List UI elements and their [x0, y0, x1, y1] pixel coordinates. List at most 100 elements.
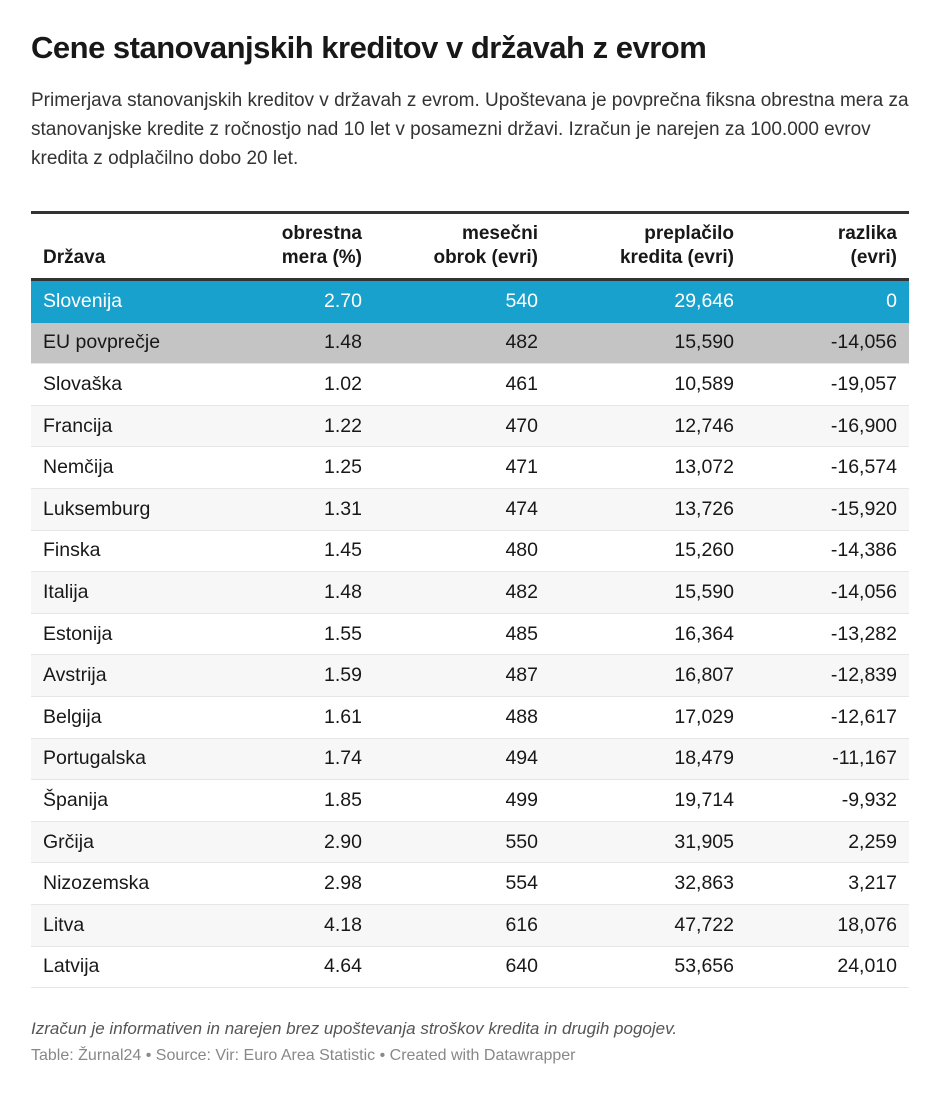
cell-difference: -11,167 — [832, 747, 897, 770]
cell-overpay: 18,479 — [674, 747, 734, 770]
table-row: Nizozemska 2.98 554 32,863 3,217 — [31, 863, 909, 905]
cell-overpay: 15,260 — [674, 539, 734, 562]
header-difference[interactable]: razlika (evri) — [837, 223, 897, 268]
cell-country: Luksemburg — [43, 497, 151, 520]
cell-country: Italija — [43, 580, 89, 603]
cell-rate: 2.98 — [324, 872, 362, 895]
cell-rate: 1.22 — [324, 414, 362, 437]
cell-difference: 3,217 — [848, 872, 897, 895]
cell-difference: 18,076 — [837, 913, 897, 936]
cell-overpay: 13,072 — [674, 456, 734, 479]
cell-difference: -14,056 — [830, 580, 897, 603]
cell-country: Francija — [43, 414, 113, 437]
cell-overpay: 31,905 — [674, 830, 734, 853]
table-row: Litva 4.18 616 47,722 18,076 — [31, 904, 909, 947]
cell-difference: 24,010 — [837, 955, 897, 978]
cell-rate: 1.59 — [324, 664, 362, 687]
cell-country: Nemčija — [43, 456, 114, 479]
header-overpay[interactable]: preplačilo kredita (evri) — [619, 223, 734, 268]
cell-monthly: 554 — [505, 872, 538, 895]
table-row: Avstrija 1.59 487 16,807 -12,839 — [31, 655, 909, 697]
cell-country: Belgija — [43, 705, 102, 728]
cell-difference: 0 — [886, 290, 897, 313]
cell-monthly: 480 — [505, 539, 538, 562]
cell-overpay: 12,746 — [674, 414, 734, 437]
table-row: Slovaška 1.02 461 10,589 -19,057 — [31, 364, 909, 406]
cell-difference: -12,839 — [830, 664, 897, 687]
cell-monthly: 487 — [505, 664, 538, 687]
cell-difference: 2,259 — [848, 830, 897, 853]
data-table: Država obrestna mera (%) mesečni obrok (ev… — [31, 211, 909, 989]
cell-rate: 1.61 — [324, 705, 362, 728]
cell-monthly: 540 — [505, 290, 538, 313]
cell-overpay: 16,364 — [674, 622, 734, 645]
cell-overpay: 19,714 — [674, 788, 734, 811]
cell-monthly: 616 — [505, 913, 538, 936]
table-row: Estonija 1.55 485 16,364 -13,282 — [31, 614, 909, 656]
cell-rate: 4.18 — [324, 913, 362, 936]
cell-country: Avstrija — [43, 664, 107, 687]
cell-monthly: 474 — [505, 497, 538, 520]
cell-overpay: 53,656 — [674, 955, 734, 978]
table-row: Luksemburg 1.31 474 13,726 -15,920 — [31, 488, 909, 531]
table-row: EU povprečje 1.48 482 15,590 -14,056 — [31, 322, 909, 365]
cell-country: Latvija — [43, 955, 100, 978]
table-row: Francija 1.22 470 12,746 -16,900 — [31, 405, 909, 448]
cell-monthly: 494 — [505, 747, 538, 770]
cell-rate: 1.55 — [324, 622, 362, 645]
cell-monthly: 470 — [505, 414, 538, 437]
cell-rate: 1.85 — [324, 788, 362, 811]
cell-difference: -15,920 — [830, 497, 897, 520]
cell-rate: 1.48 — [324, 331, 362, 354]
page-title: Cene stanovanjskih kreditov v državah z … — [31, 30, 707, 65]
cell-monthly: 471 — [505, 456, 538, 479]
cell-difference: -13,282 — [830, 622, 897, 645]
cell-difference: -14,386 — [830, 539, 897, 562]
cell-country: Španija — [43, 788, 109, 811]
cell-country: Slovaška — [43, 372, 123, 395]
cell-overpay: 16,807 — [674, 664, 734, 687]
cell-overpay: 10,589 — [674, 372, 734, 395]
cell-rate: 1.74 — [324, 747, 362, 770]
subtitle: Primerjava stanovanjskih kreditov v drža… — [31, 90, 909, 169]
notes: Izračun je informativen in narejen brez … — [31, 1019, 678, 1038]
cell-monthly: 461 — [505, 372, 538, 395]
cell-rate: 1.25 — [324, 456, 362, 479]
header-monthly[interactable]: mesečni obrok (evri) — [433, 223, 538, 268]
cell-overpay: 13,726 — [674, 497, 734, 520]
header-rate[interactable]: obrestna mera (%) — [281, 223, 362, 268]
table-row: Španija 1.85 499 19,714 -9,932 — [31, 780, 909, 822]
cell-rate: 1.31 — [324, 497, 362, 520]
cell-country: Portugalska — [43, 747, 146, 770]
cell-overpay: 15,590 — [674, 580, 734, 603]
cell-rate: 1.48 — [324, 580, 362, 603]
cell-overpay: 17,029 — [674, 705, 734, 728]
cell-rate: 4.64 — [324, 955, 362, 978]
table-row: Finska 1.45 480 15,260 -14,386 — [31, 531, 909, 573]
cell-rate: 1.02 — [324, 372, 362, 395]
cell-monthly: 482 — [505, 580, 538, 603]
cell-difference: -12,617 — [830, 705, 897, 728]
cell-overpay: 32,863 — [674, 872, 734, 895]
table-row: Grčija 2.90 550 31,905 2,259 — [31, 821, 909, 864]
cell-country: Grčija — [43, 830, 94, 853]
cell-monthly: 482 — [505, 331, 538, 354]
cell-monthly: 488 — [505, 705, 538, 728]
cell-monthly: 550 — [505, 830, 538, 853]
table-row: Italija 1.48 482 15,590 -14,056 — [31, 572, 909, 614]
table-row: Belgija 1.61 488 17,029 -12,617 — [31, 697, 909, 739]
cell-rate: 1.45 — [324, 539, 362, 562]
cell-difference: -16,900 — [830, 414, 897, 437]
cell-country: Slovenija — [43, 290, 123, 313]
cell-difference: -19,057 — [830, 372, 897, 395]
cell-country: Finska — [43, 539, 101, 562]
table-row: Latvija 4.64 640 53,656 24,010 — [31, 947, 909, 989]
cell-monthly: 640 — [505, 955, 538, 978]
header-country[interactable]: Država — [43, 247, 106, 268]
cell-difference: -9,932 — [841, 788, 897, 811]
cell-rate: 2.90 — [324, 830, 362, 853]
table-header: Država obrestna mera (%) mesečni obrok (ev… — [31, 214, 909, 281]
cell-country: Nizozemska — [43, 872, 150, 895]
table-row: Nemčija 1.25 471 13,072 -16,574 — [31, 447, 909, 489]
cell-country: EU povprečje — [43, 331, 161, 354]
